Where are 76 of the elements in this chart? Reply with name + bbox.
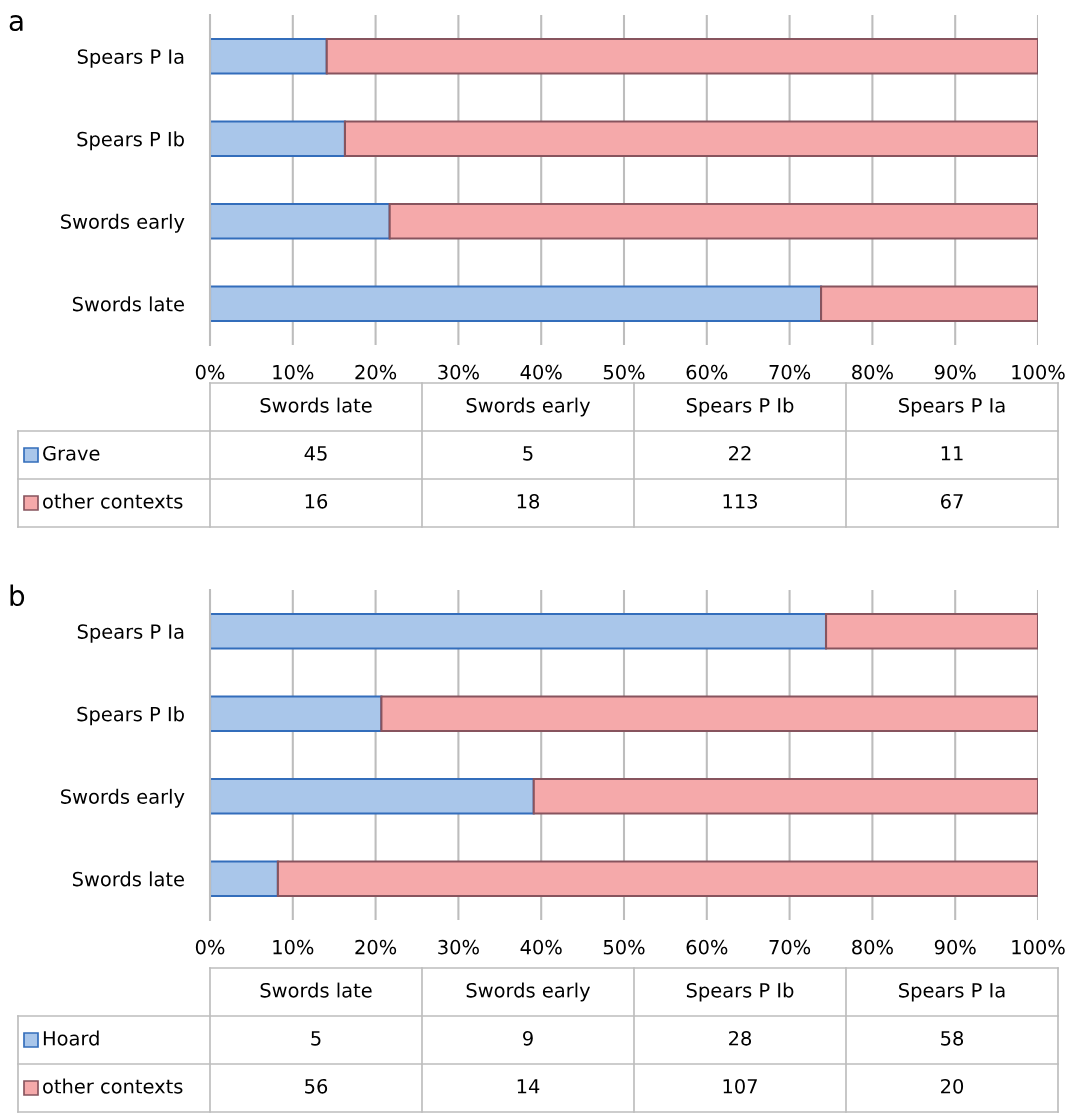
bar	[380, 695, 1038, 733]
data-label: 56	[305, 1078, 328, 1094]
x-tick-label: 80%	[852, 364, 893, 380]
bar	[325, 37, 1038, 75]
data-label: 5	[311, 1031, 321, 1046]
x-tick-label: 10%	[273, 364, 314, 380]
x-tick-label: 100%	[1012, 939, 1065, 955]
legend-label: Grave	[43, 445, 100, 461]
x-tick-label: 70%	[769, 939, 811, 955]
chart-title: b	[10, 584, 25, 607]
category-label: Swords late	[260, 982, 372, 998]
y-tick-label: Swords late	[72, 871, 184, 887]
bar	[532, 777, 1038, 815]
category-label: Swords early	[466, 982, 591, 1002]
data-label: 28	[729, 1030, 752, 1046]
y-tick-label: Spears P Ib	[77, 131, 184, 151]
category-label: Swords early	[466, 397, 591, 417]
data-label: 67	[940, 493, 963, 509]
x-tick-label: 40%	[520, 939, 562, 955]
data-label: 11	[941, 446, 963, 461]
x-tick-label: 10%	[273, 939, 314, 955]
x-tick-label: 100%	[1012, 364, 1065, 380]
bar	[210, 285, 823, 323]
x-tick-label: 50%	[603, 939, 645, 955]
bar	[210, 695, 383, 733]
bar	[343, 120, 1038, 158]
data-label: 18	[517, 493, 540, 509]
x-tick-label: 20%	[355, 364, 397, 380]
y-tick-label: Spears P Ib	[77, 706, 184, 726]
x-tick-label: 0%	[195, 364, 225, 380]
bar	[210, 777, 535, 815]
bar	[210, 37, 328, 75]
bar	[388, 202, 1038, 240]
y-tick-label: Spears P Ia	[77, 624, 184, 643]
data-label: 5	[523, 446, 533, 461]
x-tick-label: 70%	[769, 364, 811, 380]
y-tick-label: Swords late	[72, 296, 184, 312]
data-label: 58	[941, 1030, 964, 1046]
chart-title: a	[9, 15, 23, 32]
x-tick-label: 20%	[355, 939, 397, 955]
bar	[820, 285, 1038, 323]
data-label: 22	[729, 445, 751, 461]
data-label: 113	[723, 493, 757, 509]
category-label: Spears P Ia	[899, 982, 1005, 1002]
y-tick-label: Swords early	[61, 788, 185, 808]
category-label: Spears P Ib	[686, 397, 794, 417]
x-tick-label: 0%	[195, 939, 225, 955]
data-label: 9	[523, 1030, 533, 1046]
category-label: Swords late	[260, 397, 372, 413]
legend-label: Hoard	[43, 1030, 99, 1046]
legend-label: other contexts	[43, 493, 183, 509]
category-label: Spears P Ib	[686, 982, 794, 1002]
bar	[210, 612, 828, 650]
data-label: 107	[723, 1078, 757, 1094]
data-label: 20	[941, 1078, 964, 1094]
x-tick-label: 90%	[934, 364, 976, 380]
bar	[210, 120, 346, 158]
bar	[824, 612, 1038, 650]
category-label: Spears P Ia	[899, 397, 1005, 417]
x-tick-label: 90%	[934, 939, 976, 955]
x-tick-label: 40%	[520, 364, 562, 380]
data-label: 16	[305, 493, 328, 509]
legend-label: other contexts	[43, 1078, 183, 1094]
x-tick-label: 60%	[686, 364, 728, 380]
y-tick-label: Swords early	[61, 213, 185, 233]
bar	[276, 860, 1038, 898]
data-label: 14	[517, 1079, 540, 1094]
bar	[210, 202, 391, 240]
y-tick-label: Spears P Ia	[77, 49, 184, 68]
x-tick-label: 60%	[686, 939, 728, 955]
x-tick-label: 30%	[438, 939, 479, 955]
x-tick-label: 80%	[852, 939, 893, 955]
x-tick-label: 50%	[603, 364, 645, 380]
x-tick-label: 30%	[438, 364, 479, 380]
data-label: 45	[304, 446, 327, 461]
bar	[210, 860, 279, 898]
